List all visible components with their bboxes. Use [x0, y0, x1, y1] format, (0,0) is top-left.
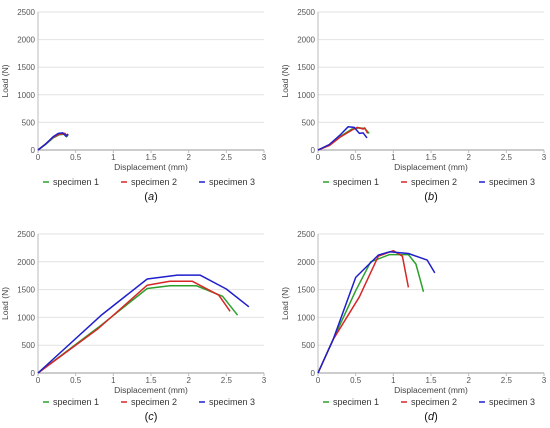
x-axis-label: Displacement (mm) — [114, 162, 188, 172]
y-tick-label: 1000 — [297, 313, 315, 322]
legend-entry: specimen 3 — [209, 177, 255, 187]
legend-entry: specimen 2 — [411, 177, 457, 187]
panel-letter: b — [428, 191, 434, 203]
y-tick-label: 2500 — [17, 230, 35, 239]
legend-entry: specimen 2 — [131, 177, 177, 187]
x-tick-label: 1.5 — [425, 376, 437, 385]
x-tick-label: 0.5 — [350, 153, 362, 162]
series-line-specimen-3 — [37, 274, 250, 374]
chart-panel-d: 0 500 1000 1500 2000 2500 0 0.5 1 1.5 2 2.5 3 Displac… — [280, 230, 547, 423]
y-tick-label: 0 — [311, 369, 316, 378]
x-tick-label: 2.5 — [501, 376, 513, 385]
y-tick-label: 1500 — [297, 63, 315, 72]
y-tick-label: 2500 — [297, 8, 315, 17]
series-line-specimen-3 — [317, 251, 436, 374]
x-tick-label: 0 — [36, 376, 41, 385]
y-tick-label: 2000 — [17, 258, 35, 267]
legend-entry: specimen 3 — [489, 177, 535, 187]
y-tick-label: 2000 — [297, 258, 315, 267]
x-axis-label: Displacement (mm) — [114, 385, 188, 395]
y-tick-label: 500 — [22, 341, 36, 350]
chart-panel-c: 0 500 1000 1500 2000 2500 0 0.5 1 1.5 2 2.5 3 Displac… — [0, 230, 267, 423]
y-tick-label: 2500 — [17, 8, 35, 17]
x-tick-label: 0 — [316, 153, 321, 162]
panel-label: (b) — [424, 191, 437, 203]
y-tick-label: 0 — [311, 146, 316, 155]
chart-panel-a: 0 500 1000 1500 2000 2500 0 0.5 1 1.5 2 2.5 3 Displac… — [0, 8, 267, 203]
y-axis-label: Load (N) — [0, 64, 10, 97]
x-tick-label: 1 — [111, 376, 116, 385]
x-tick-label: 0.5 — [350, 376, 362, 385]
x-tick-label: 1 — [111, 153, 116, 162]
legend-entry: specimen 2 — [131, 397, 177, 407]
y-axis-label: Load (N) — [280, 287, 290, 320]
legend-entry: specimen 1 — [333, 177, 379, 187]
legend-entry: specimen 1 — [53, 397, 99, 407]
y-tick-label: 1500 — [297, 286, 315, 295]
x-axis-label: Displacement (mm) — [394, 385, 468, 395]
y-tick-label: 2500 — [297, 230, 315, 239]
x-tick-label: 0 — [36, 153, 41, 162]
y-tick-label: 2000 — [17, 36, 35, 45]
x-tick-label: 1 — [391, 153, 396, 162]
x-tick-label: 3 — [542, 153, 547, 162]
x-tick-label: 2.5 — [221, 376, 233, 385]
x-tick-label: 2 — [186, 376, 191, 385]
series-line-specimen-1 — [317, 253, 425, 374]
y-tick-label: 1000 — [297, 91, 315, 100]
x-tick-label: 2.5 — [501, 153, 513, 162]
y-tick-label: 1000 — [17, 313, 35, 322]
x-tick-label: 2 — [466, 376, 471, 385]
panel-label: (d) — [424, 411, 437, 423]
y-tick-label: 1500 — [17, 63, 35, 72]
series-line-specimen-1 — [37, 284, 239, 374]
x-tick-label: 1.5 — [145, 153, 157, 162]
y-tick-label: 0 — [31, 369, 36, 378]
x-tick-label: 2 — [186, 153, 191, 162]
y-tick-label: 500 — [302, 118, 316, 127]
x-tick-label: 0 — [316, 376, 321, 385]
panel-letter: a — [148, 191, 154, 203]
legend-entry: specimen 1 — [333, 397, 379, 407]
series-line-specimen-3 — [317, 126, 368, 151]
series-line-specimen-2 — [37, 280, 231, 374]
legend-entry: specimen 2 — [411, 397, 457, 407]
x-tick-label: 1.5 — [145, 376, 157, 385]
panel-letter: d — [428, 411, 435, 423]
series-line-specimen-3 — [37, 132, 69, 151]
y-tick-label: 0 — [31, 146, 36, 155]
y-tick-label: 500 — [22, 118, 36, 127]
legend-entry: specimen 1 — [53, 177, 99, 187]
x-tick-label: 1 — [391, 376, 396, 385]
x-tick-label: 0.5 — [70, 376, 82, 385]
panel-letter: c — [148, 411, 154, 423]
y-tick-label: 2000 — [297, 36, 315, 45]
y-axis-label: Load (N) — [280, 64, 290, 97]
x-tick-label: 3 — [262, 153, 267, 162]
y-tick-label: 500 — [302, 341, 316, 350]
legend-entry: specimen 3 — [209, 397, 255, 407]
panel-label: (a) — [144, 191, 157, 203]
x-tick-label: 0.5 — [70, 153, 82, 162]
x-tick-label: 1.5 — [425, 153, 437, 162]
chart-panel-b: 0 500 1000 1500 2000 2500 0 0.5 1 1.5 2 2.5 3 Displac… — [280, 8, 547, 203]
x-tick-label: 3 — [262, 376, 267, 385]
x-axis-label: Displacement (mm) — [394, 162, 468, 172]
x-tick-label: 2 — [466, 153, 471, 162]
y-axis-label: Load (N) — [0, 287, 10, 320]
x-tick-label: 3 — [542, 376, 547, 385]
y-tick-label: 1500 — [17, 286, 35, 295]
panel-label: (c) — [145, 411, 158, 423]
y-tick-label: 1000 — [17, 91, 35, 100]
x-tick-label: 2.5 — [221, 153, 233, 162]
legend-entry: specimen 3 — [489, 397, 535, 407]
